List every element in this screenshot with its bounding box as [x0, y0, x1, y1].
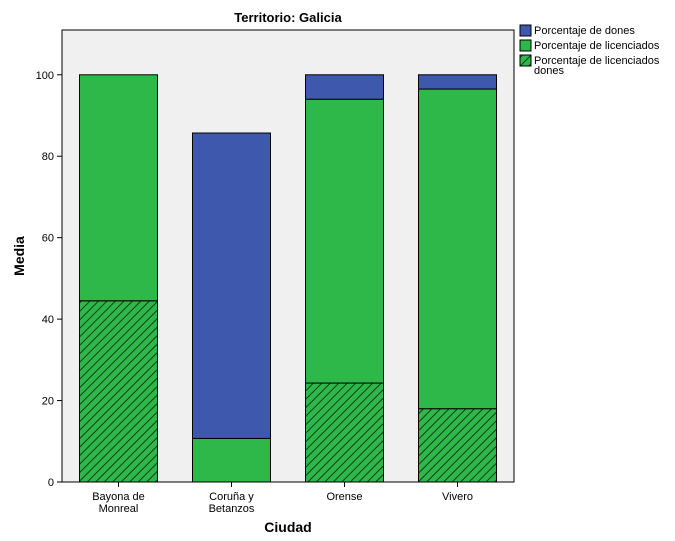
legend-swatch	[519, 24, 532, 37]
y-axis-title: Media	[11, 236, 27, 276]
x-tick-label: Orense	[326, 491, 362, 503]
bar-segment	[305, 382, 384, 483]
y-tick-label: 0	[48, 477, 54, 489]
x-tick-label: Bayona de Monreal	[92, 491, 145, 515]
bar-segment	[192, 132, 271, 439]
legend-label: Porcentaje de licenciados	[534, 40, 660, 52]
bar-segment	[79, 74, 158, 302]
x-axis-title: Ciudad	[264, 519, 311, 535]
y-tick-label: 20	[42, 396, 54, 408]
chart-title: Territorio: Galicia	[234, 10, 342, 25]
bar-segment	[418, 88, 497, 410]
x-tick-label: Vivero	[442, 491, 473, 503]
bar-segment	[79, 300, 158, 483]
y-tick-label: 60	[42, 233, 54, 245]
legend-swatch	[519, 39, 532, 52]
legend-label: Porcentaje de licenciados dones	[534, 55, 660, 77]
bar-segment	[305, 98, 384, 384]
legend-label: Porcentaje de dones	[534, 25, 635, 37]
bar-segment	[192, 437, 271, 483]
y-tick-label: 100	[36, 70, 54, 82]
x-tick-label: Coruña y Betanzos	[209, 491, 255, 515]
y-tick-label: 80	[42, 151, 54, 163]
bar-segment	[305, 74, 384, 100]
legend-swatch	[519, 54, 532, 67]
bar-segment	[418, 408, 497, 483]
y-tick-label: 40	[42, 314, 54, 326]
bar-segment	[418, 74, 497, 90]
